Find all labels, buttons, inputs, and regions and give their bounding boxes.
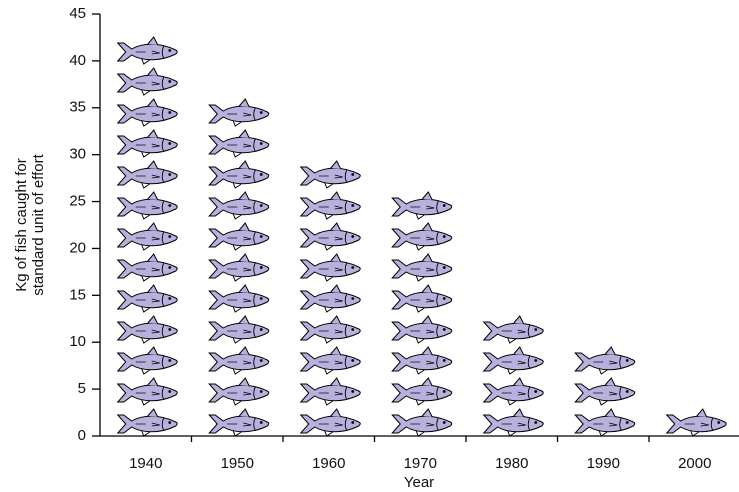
- fish-icon: [574, 346, 636, 375]
- fish-icon: [391, 222, 453, 251]
- fish-icon: [117, 222, 178, 251]
- fish-icon: [391, 191, 453, 220]
- fish-icon: [208, 98, 270, 127]
- x-axis-label: Year: [404, 474, 434, 491]
- y-tick-label: 15: [69, 286, 86, 303]
- fish-icon: [208, 222, 270, 251]
- x-tick-label: 1940: [129, 455, 162, 472]
- fish-icon: [300, 377, 361, 406]
- fish-icon: [117, 160, 178, 189]
- fish-icon: [483, 346, 544, 375]
- fish-icon: [208, 160, 270, 189]
- fish-icon: [208, 129, 270, 158]
- fish-stack: [391, 191, 453, 437]
- fish-icon: [574, 377, 636, 406]
- y-axis-label: Kg of fish caught for: [13, 158, 30, 291]
- x-tick-label: 1990: [587, 455, 620, 472]
- fish-icon: [574, 408, 636, 437]
- fish-stack: [300, 160, 361, 437]
- fish-icon: [300, 408, 361, 437]
- fish-icon: [391, 377, 453, 406]
- fish-icon: [300, 346, 361, 375]
- fish-icon: [117, 377, 178, 406]
- fish-icon: [117, 191, 178, 220]
- fish-icon: [117, 408, 178, 437]
- fish-icon: [117, 67, 178, 96]
- fish-icon: [666, 408, 727, 437]
- fish-icon: [208, 408, 270, 437]
- fish-icon: [300, 284, 361, 313]
- x-tick-label: 1970: [404, 455, 437, 472]
- fish-icon: [117, 36, 178, 65]
- fish-icon: [117, 129, 178, 158]
- fish-icon: [208, 253, 270, 282]
- fish-icon: [300, 253, 361, 282]
- fish-icon: [300, 160, 361, 189]
- fish-icon: [483, 315, 544, 344]
- fish-icon: [208, 284, 270, 313]
- fish-stack: [574, 346, 636, 437]
- y-tick-label: 30: [69, 146, 86, 163]
- fish-icon: [117, 253, 178, 282]
- y-tick-label: 25: [69, 193, 86, 210]
- fish-icon: [208, 315, 270, 344]
- fish-icon: [117, 284, 178, 313]
- y-axis-label: standard unit of effort: [30, 153, 47, 295]
- y-tick-label: 45: [69, 5, 86, 22]
- x-tick-label: 1950: [221, 455, 254, 472]
- fish-icon: [300, 191, 361, 220]
- fish-stack: [483, 315, 544, 437]
- y-tick-label: 40: [69, 52, 86, 69]
- fish-icon: [391, 315, 453, 344]
- y-tick-label: 5: [78, 380, 86, 397]
- fish-icon: [391, 284, 453, 313]
- fish-icon: [208, 377, 270, 406]
- fish-icon: [391, 346, 453, 375]
- fish-icon: [300, 222, 361, 251]
- x-tick-label: 1960: [312, 455, 345, 472]
- fish-icon: [208, 346, 270, 375]
- fish-stack: [117, 36, 178, 437]
- y-tick-label: 20: [69, 239, 86, 256]
- fish-icon: [208, 191, 270, 220]
- fish-stack: [666, 408, 727, 437]
- x-tick-label: 1980: [495, 455, 528, 472]
- fish-icon: [483, 408, 544, 437]
- y-tick-label: 0: [78, 427, 86, 444]
- fish-stack: [208, 98, 270, 437]
- fish-icon: [117, 346, 178, 375]
- y-tick-label: 35: [69, 99, 86, 116]
- y-tick-label: 10: [69, 333, 86, 350]
- fish-icon: [117, 315, 178, 344]
- fish-icon: [391, 253, 453, 282]
- fish-icon: [483, 377, 544, 406]
- fish-icon: [391, 408, 453, 437]
- fish-icon: [117, 98, 178, 127]
- fish-icon: [300, 315, 361, 344]
- x-tick-label: 2000: [678, 455, 711, 472]
